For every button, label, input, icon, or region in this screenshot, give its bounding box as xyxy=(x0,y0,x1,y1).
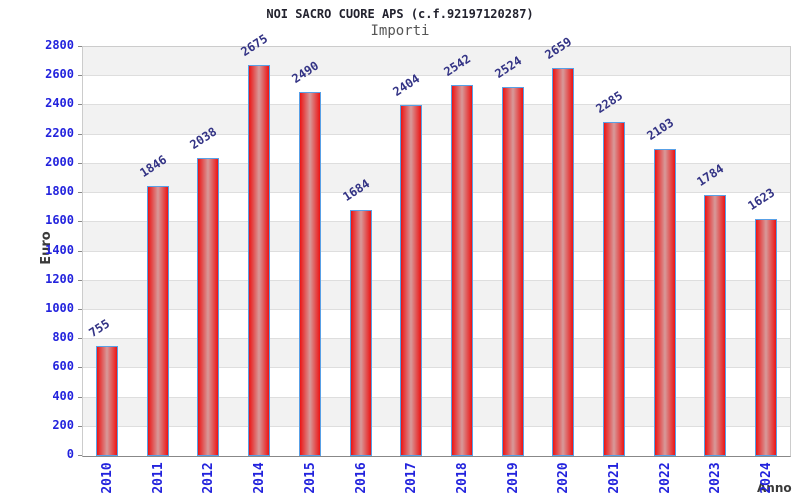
y-tick-label: 1000 xyxy=(45,300,74,315)
gridline xyxy=(83,192,790,194)
plot-band xyxy=(83,339,790,369)
y-tick-mark xyxy=(78,221,82,223)
chart-title: NOI SACRO CUORE APS (c.f.92197120287) xyxy=(266,7,534,21)
x-tick-label: 2018 xyxy=(454,462,470,494)
x-tick-label: 2016 xyxy=(353,462,369,494)
x-tick-label: 2019 xyxy=(505,462,521,494)
y-tick-mark xyxy=(78,46,82,47)
bar-2022 xyxy=(653,148,676,456)
y-tick-label: 2200 xyxy=(45,125,74,140)
gridline xyxy=(83,250,790,252)
bar-2019 xyxy=(501,87,524,456)
plot-band xyxy=(83,280,790,310)
bar-2017 xyxy=(400,104,423,456)
bar-2012 xyxy=(197,158,220,456)
y-tick-label: 1800 xyxy=(45,184,74,199)
gridline xyxy=(83,104,790,106)
y-tick-mark xyxy=(78,338,82,340)
chart-subtitle: Importi xyxy=(370,23,430,39)
y-tick-label: 800 xyxy=(52,330,74,345)
gridline xyxy=(83,75,790,77)
x-tick-label: 2012 xyxy=(201,462,217,494)
gridline xyxy=(83,279,790,281)
y-tick-mark xyxy=(78,133,82,135)
y-tick-label: 2600 xyxy=(45,67,74,82)
gridline xyxy=(83,133,790,135)
x-tick-label: 2011 xyxy=(150,462,166,494)
gridline xyxy=(83,425,790,427)
y-tick-label: 200 xyxy=(52,417,74,432)
bar-2010 xyxy=(96,345,118,456)
plot-band xyxy=(83,47,790,77)
gridline xyxy=(83,338,790,340)
y-tick-mark xyxy=(78,279,82,281)
gridline xyxy=(83,367,790,369)
y-tick-label: 2400 xyxy=(45,96,74,111)
bar-2024 xyxy=(755,218,778,456)
x-tick-label: 2010 xyxy=(100,462,115,494)
y-tick-label: 1400 xyxy=(45,242,74,257)
plot-area xyxy=(82,46,791,457)
y-tick-mark xyxy=(78,396,82,398)
x-axis-title: Anno xyxy=(757,481,792,495)
y-tick-mark xyxy=(78,308,82,310)
y-tick-label: 2000 xyxy=(45,154,74,169)
x-tick-label: 2020 xyxy=(556,462,572,494)
bar-2020 xyxy=(552,67,575,456)
x-tick-label: 2015 xyxy=(302,462,318,494)
plot-band xyxy=(83,397,790,427)
gridline xyxy=(83,162,790,164)
y-tick-label: 400 xyxy=(52,388,74,403)
y-tick-mark xyxy=(78,250,82,252)
y-tick-label: 0 xyxy=(66,447,74,461)
y-tick-mark xyxy=(78,455,82,456)
y-tick-mark xyxy=(78,162,82,164)
y-tick-label: 600 xyxy=(52,359,74,374)
y-tick-label: 1600 xyxy=(45,213,74,228)
plot-band xyxy=(83,222,790,252)
plot-band xyxy=(83,105,790,135)
y-tick-label: 2800 xyxy=(45,38,74,52)
y-tick-mark xyxy=(78,75,82,77)
x-tick-label: 2017 xyxy=(404,462,420,494)
gridline xyxy=(83,308,790,310)
x-tick-label: 2024 xyxy=(759,462,775,494)
bar-2014 xyxy=(248,65,271,456)
bar-2018 xyxy=(450,84,473,456)
y-tick-mark xyxy=(78,425,82,427)
x-tick-label: 2023 xyxy=(708,462,724,494)
bar-2016 xyxy=(349,210,372,456)
bar-2011 xyxy=(146,186,169,456)
y-tick-label: 1200 xyxy=(45,271,74,286)
bar-2015 xyxy=(298,92,321,456)
y-tick-mark xyxy=(78,367,82,369)
x-tick-label: 2022 xyxy=(657,462,673,494)
gridline xyxy=(83,221,790,223)
x-tick-label: 2014 xyxy=(252,462,268,494)
y-tick-mark xyxy=(78,192,82,194)
x-tick-label: 2021 xyxy=(607,462,622,494)
bar-2023 xyxy=(704,195,727,456)
y-tick-mark xyxy=(78,104,82,106)
bar-2021 xyxy=(603,122,625,456)
plot-band xyxy=(83,163,790,194)
gridline xyxy=(83,396,790,398)
